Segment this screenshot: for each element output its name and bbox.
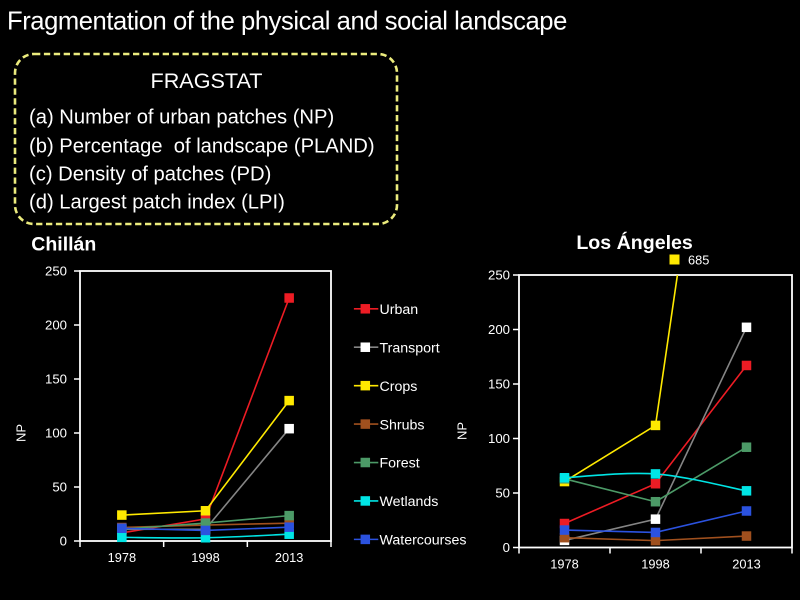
svg-text:Shrubs: Shrubs: [380, 417, 425, 433]
svg-text:NP: NP: [13, 424, 28, 442]
svg-text:Forest: Forest: [380, 456, 420, 472]
svg-text:Transport: Transport: [380, 340, 440, 356]
svg-text:Urban: Urban: [380, 302, 419, 318]
svg-text:Wetlands: Wetlands: [380, 494, 439, 510]
svg-text:685: 685: [688, 253, 709, 268]
svg-text:1978: 1978: [108, 550, 136, 565]
svg-text:(a) Number of urban patches (N: (a) Number of urban patches (NP): [29, 107, 334, 129]
svg-text:50: 50: [52, 480, 67, 495]
svg-text:200: 200: [45, 318, 67, 333]
svg-text:150: 150: [488, 377, 510, 392]
svg-text:0: 0: [60, 534, 67, 549]
svg-text:(b) Percentage of landscape (: (b) Percentage of landscape (PLAND): [29, 135, 375, 157]
svg-text:100: 100: [45, 426, 67, 441]
svg-text:150: 150: [45, 372, 67, 387]
svg-text:1978: 1978: [550, 557, 578, 572]
svg-text:Fragmentation of the physical: Fragmentation of the physical and social…: [7, 8, 567, 36]
svg-text:250: 250: [488, 268, 510, 283]
svg-text:FRAGSTAT: FRAGSTAT: [151, 68, 263, 93]
svg-text:Watercourses: Watercourses: [380, 533, 467, 549]
svg-text:Crops: Crops: [380, 379, 418, 395]
svg-text:Chillán: Chillán: [31, 233, 96, 255]
svg-text:50: 50: [495, 486, 510, 501]
svg-text:NP: NP: [455, 422, 470, 440]
svg-text:1998: 1998: [191, 550, 219, 565]
svg-text:(c) Density of patches (PD): (c) Density of patches (PD): [29, 164, 271, 186]
svg-text:0: 0: [503, 540, 510, 555]
svg-text:2013: 2013: [732, 557, 760, 572]
svg-text:2013: 2013: [275, 550, 303, 565]
svg-text:200: 200: [488, 322, 510, 337]
svg-text:(d) Largest patch index (LPI): (d) Largest patch index (LPI): [29, 192, 285, 214]
svg-text:1998: 1998: [641, 557, 669, 572]
svg-text:250: 250: [45, 264, 67, 279]
svg-text:100: 100: [488, 431, 510, 446]
svg-text:Los Ángeles: Los Ángeles: [576, 231, 693, 254]
